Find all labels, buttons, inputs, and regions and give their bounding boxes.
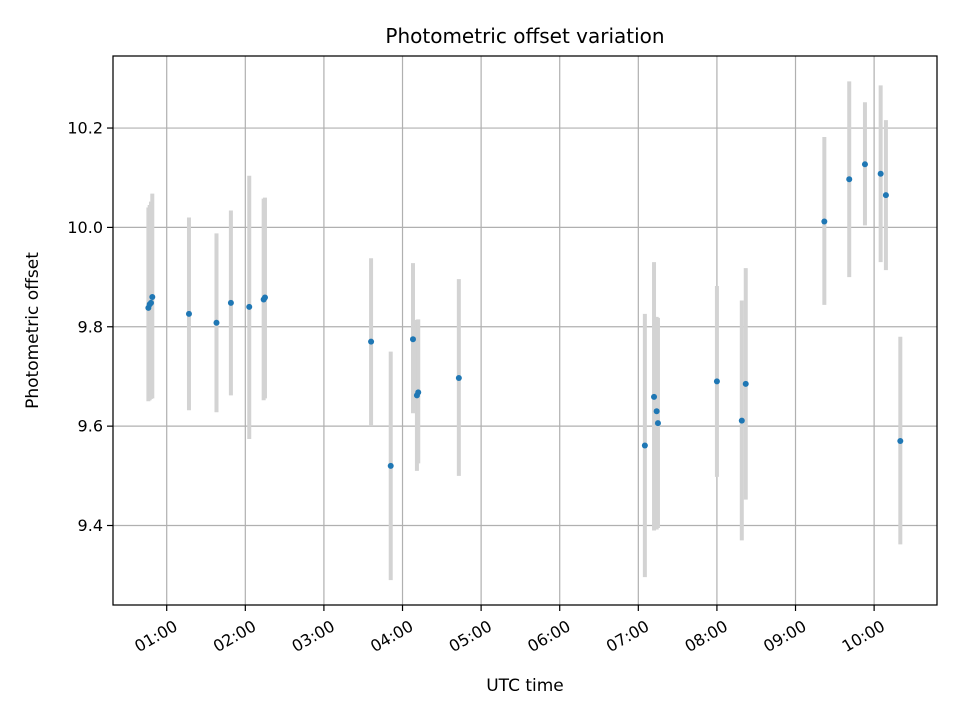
data-point	[261, 294, 268, 301]
data-point	[846, 176, 853, 183]
data-point	[882, 192, 889, 199]
data-point	[821, 218, 828, 225]
data-point	[185, 310, 192, 317]
data-point	[415, 389, 422, 396]
y-tick-label: 9.4	[78, 516, 103, 535]
data-point	[387, 462, 394, 469]
y-axis-label: Photometric offset	[23, 252, 43, 409]
data-point	[368, 338, 375, 345]
data-point	[897, 438, 904, 445]
plot-frame	[112, 55, 938, 606]
data-point	[227, 299, 234, 306]
data-point	[455, 374, 462, 381]
data-point	[654, 420, 661, 427]
data-point	[246, 303, 253, 310]
data-point	[713, 378, 720, 385]
data-point	[213, 319, 220, 326]
data-point	[149, 293, 156, 300]
data-point	[651, 393, 658, 400]
data-point	[742, 380, 749, 387]
data-point	[861, 161, 868, 168]
y-axis-ticks: 9.4 9.6 9.8 10.0 10.2	[67, 119, 113, 535]
data-points	[145, 161, 904, 469]
chart-title: Photometric offset variation	[385, 24, 664, 48]
data-point	[147, 299, 154, 306]
data-point	[738, 417, 745, 424]
data-point	[409, 336, 416, 343]
y-tick-label: 10.2	[67, 119, 103, 138]
x-axis-label: UTC time	[486, 676, 564, 696]
data-point	[641, 442, 648, 449]
data-point	[877, 170, 884, 177]
y-tick-label: 9.8	[78, 317, 103, 336]
y-tick-label: 10.0	[67, 218, 103, 237]
data-point	[653, 408, 660, 415]
y-tick-label: 9.6	[78, 417, 103, 436]
